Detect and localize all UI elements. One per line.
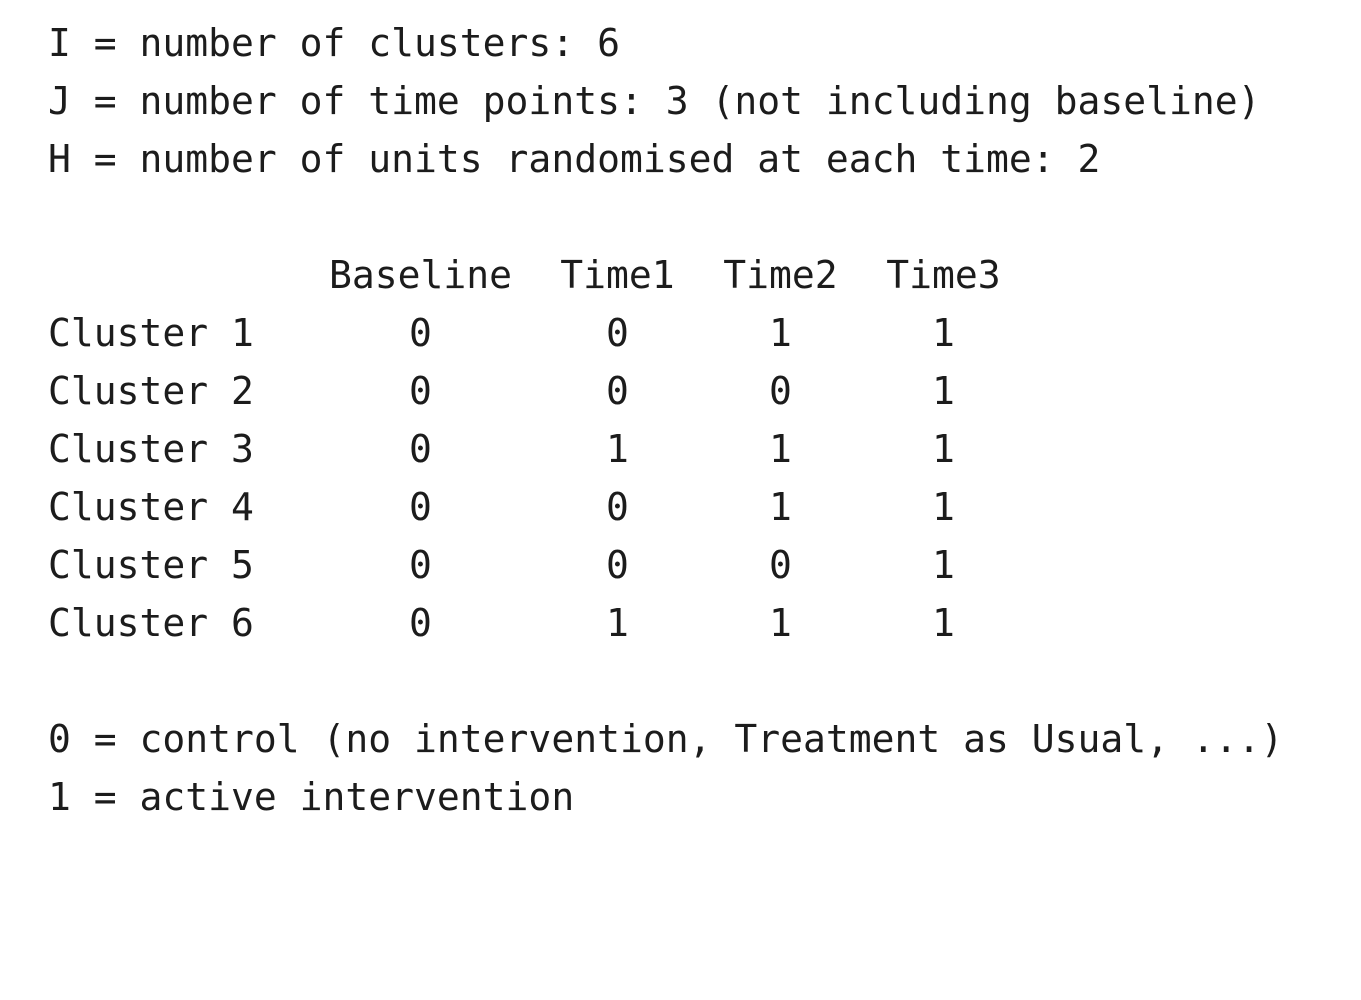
legend-line-control: 0 = control (no intervention, Treatment … <box>48 717 1284 761</box>
table-row: Cluster 6 0 1 1 1 <box>48 594 1348 652</box>
spacer <box>48 652 1348 710</box>
table-cell: 0 <box>409 601 432 645</box>
table-cell: 1 <box>769 427 792 471</box>
table-cell: 1 <box>932 485 955 529</box>
table-cell: 0 <box>606 311 629 355</box>
table-row: Cluster 2 0 0 0 1 <box>48 362 1348 420</box>
table-cell: 1 <box>932 543 955 587</box>
param-line-clusters: I = number of clusters: 6 <box>48 21 620 65</box>
spacer <box>48 188 1348 246</box>
table-row: Cluster 3 0 1 1 1 <box>48 420 1348 478</box>
column-header: Time1 <box>560 253 675 297</box>
table-cell: 0 <box>409 427 432 471</box>
table-cell: 1 <box>769 311 792 355</box>
row-label: Cluster 6 <box>48 601 254 645</box>
table-cell: 0 <box>409 485 432 529</box>
row-label: Cluster 5 <box>48 543 254 587</box>
table-cell: 0 <box>769 369 792 413</box>
table-cell: 0 <box>409 369 432 413</box>
table-cell: 1 <box>932 427 955 471</box>
table-cell: 0 <box>769 543 792 587</box>
table-row: Cluster 4 0 0 1 1 <box>48 478 1348 536</box>
row-label: Cluster 1 <box>48 311 254 355</box>
table-header-row: Baseline Time1 Time2 Time3 <box>48 246 1348 304</box>
table-row: Cluster 1 0 0 1 1 <box>48 304 1348 362</box>
column-header: Time3 <box>886 253 1001 297</box>
table-cell: 1 <box>932 369 955 413</box>
table-cell: 1 <box>932 311 955 355</box>
table-cell: 0 <box>409 543 432 587</box>
table-cell: 0 <box>409 311 432 355</box>
console-output: I = number of clusters: 6 J = number of … <box>48 14 1348 826</box>
column-header: Time2 <box>723 253 838 297</box>
param-line-time-points: J = number of time points: 3 (not includ… <box>48 79 1261 123</box>
column-header: Baseline <box>328 253 513 297</box>
row-label: Cluster 3 <box>48 427 254 471</box>
table-cell: 0 <box>606 543 629 587</box>
legend-line-active: 1 = active intervention <box>48 775 575 819</box>
table-cell: 1 <box>769 485 792 529</box>
table-cell: 1 <box>606 427 629 471</box>
table-cell: 0 <box>606 485 629 529</box>
table-cell: 1 <box>606 601 629 645</box>
param-line-units: H = number of units randomised at each t… <box>48 137 1101 181</box>
row-label: Cluster 2 <box>48 369 254 413</box>
table-cell: 1 <box>932 601 955 645</box>
table-cell: 1 <box>769 601 792 645</box>
table-cell: 0 <box>606 369 629 413</box>
table-row: Cluster 5 0 0 0 1 <box>48 536 1348 594</box>
row-label: Cluster 4 <box>48 485 254 529</box>
